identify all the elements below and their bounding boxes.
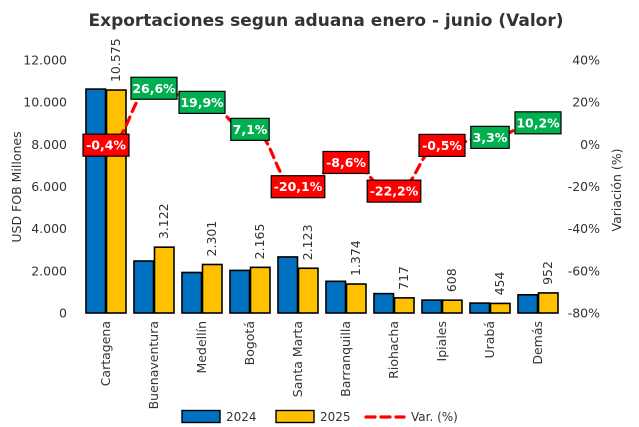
bar-value-label: 10.575 <box>108 38 123 82</box>
bars-group <box>85 88 559 314</box>
bar-value-label: 2.301 <box>204 221 219 257</box>
variation-label: 26,6% <box>132 81 176 96</box>
bar-2024 <box>325 280 347 314</box>
bar-2024 <box>229 269 251 314</box>
bar-2024 <box>373 292 395 314</box>
bar-2025 <box>249 266 271 314</box>
x-tick-label: Santa Marta <box>290 321 305 397</box>
bar-2025 <box>105 89 127 314</box>
variation-label: 10,2% <box>516 115 560 130</box>
legend: 2024 2025 Var. (%) <box>181 409 458 424</box>
variation-label-box <box>82 133 130 157</box>
bar-2025 <box>297 267 319 314</box>
y2-tick-label: 0% <box>580 137 600 152</box>
y-tick-label: 2.000 <box>31 263 67 278</box>
x-tick-label: Bogotá <box>242 321 257 365</box>
variation-label: -8,6% <box>326 155 366 170</box>
bar-2025 <box>345 283 367 314</box>
bar-2025 <box>441 299 463 314</box>
variation-label-box <box>366 179 422 203</box>
y2-tick-label: -60% <box>568 263 600 278</box>
y-tick-label: 4.000 <box>31 221 67 236</box>
variation-label: -0,4% <box>86 138 126 153</box>
x-tick-label: Ipiales <box>434 321 449 361</box>
bar-2024 <box>277 256 299 314</box>
variation-label-box <box>178 90 226 114</box>
bar-2024 <box>469 302 491 314</box>
bar-value-label: 1.374 <box>348 240 363 276</box>
variation-label-box <box>270 175 326 199</box>
x-tick-label: Cartagena <box>98 321 113 386</box>
variation-label: -0,5% <box>422 138 462 153</box>
variation-label: 3,3% <box>473 130 508 145</box>
bar-2024 <box>133 260 155 314</box>
bar-value-label: 717 <box>396 266 411 290</box>
variation-label: -20,1% <box>274 179 323 194</box>
variation-label-box <box>470 125 510 149</box>
bar-value-label: 3.122 <box>156 203 171 239</box>
legend-swatch-2024 <box>181 409 221 424</box>
y-tick-label: 8.000 <box>31 137 67 152</box>
y-tick-label: 6.000 <box>31 179 67 194</box>
bar-value-label: 2.165 <box>252 224 267 260</box>
bar-2025 <box>201 263 223 314</box>
y-axis-label: USD FOB Millones <box>9 131 24 242</box>
variation-labels-group: -0,4% 26,6% 19,9% 7,1% -20,1%-8,6% -22,2% -0,5… <box>82 76 562 203</box>
y2-tick-label: -40% <box>568 221 600 236</box>
x-tick-label: Medellín <box>194 321 209 373</box>
variation-label-box <box>322 150 370 175</box>
x-tick-label: Urabá <box>482 321 497 359</box>
bar-2024 <box>517 293 539 314</box>
y2-tick-label: -80% <box>568 306 600 321</box>
chart-title: Exportaciones segun aduana enero - junio… <box>88 11 563 31</box>
variation-label-box <box>418 133 466 157</box>
variation-label-box <box>130 76 178 100</box>
bar-2025 <box>537 292 559 314</box>
x-axis-labels: Cartagena Buenaventura Medellín Bogotá Santa… <box>98 321 545 409</box>
y2-tick-label: 40% <box>572 53 600 68</box>
y-tick-label: 0 <box>59 306 67 321</box>
legend-label: 2024 <box>226 410 257 424</box>
bar-value-label: 454 <box>492 272 507 296</box>
legend-label: Var. (%) <box>411 410 458 424</box>
legend-swatch-2025 <box>275 409 315 424</box>
bar-2024 <box>181 271 203 314</box>
y-tick-label: 12.000 <box>23 53 67 68</box>
y-axis-left: 0 2.000 4.000 6.000 8.000 10.000 12.000 <box>23 53 67 321</box>
variation-label: 7,1% <box>233 122 268 137</box>
bar-2024 <box>85 88 107 314</box>
bar-labels-group: 10.575 3.122 2.301 2.165 2.123 1.374 717 608 454… <box>108 38 555 295</box>
y2-tick-label: 20% <box>572 95 600 110</box>
x-tick-label: Barranquilla <box>338 321 353 397</box>
variation-label: 19,9% <box>180 95 224 110</box>
x-tick-label: Demás <box>530 321 545 365</box>
bar-2025 <box>489 302 511 314</box>
bar-value-label: 2.123 <box>300 224 315 260</box>
x-tick-label: Buenaventura <box>146 321 161 409</box>
y2-tick-label: -20% <box>568 179 600 194</box>
bar-2025 <box>153 246 175 314</box>
y2-axis-label: Variación (%) <box>609 148 624 231</box>
bar-value-label: 952 <box>540 261 555 285</box>
variation-label-box <box>230 117 270 141</box>
bar-2025 <box>393 297 415 314</box>
x-tick-label: Riohacha <box>386 321 401 379</box>
y-tick-label: 10.000 <box>23 95 67 110</box>
y-axis-right: -80% -60% -40% -20% 0% 20% 40% <box>568 53 600 321</box>
legend-label: 2025 <box>320 410 351 424</box>
bar-2024 <box>421 299 443 314</box>
bar-value-label: 608 <box>444 268 459 292</box>
variation-label-box <box>514 111 562 135</box>
variation-label: -22,2% <box>370 184 419 199</box>
